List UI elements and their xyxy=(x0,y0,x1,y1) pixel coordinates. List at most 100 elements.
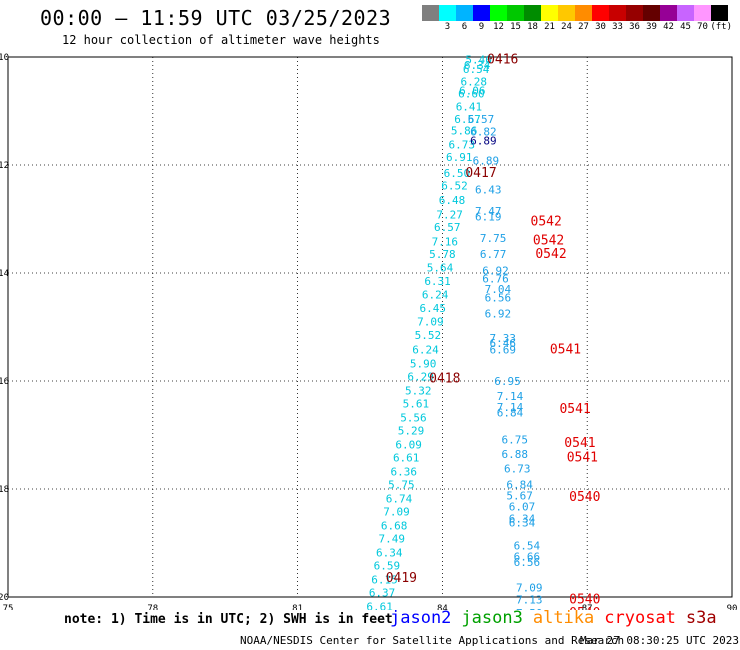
pass-time-label: 0542 xyxy=(535,247,566,262)
pass-time-label: 0541 xyxy=(559,402,590,417)
swh-value-track1: 6.57 xyxy=(434,221,461,234)
chart-subtitle: 12 hour collection of altimeter wave hei… xyxy=(62,33,380,47)
y-tick-label: -14 xyxy=(0,269,9,279)
swh-value-track1: 5.29 xyxy=(398,425,425,438)
swh-value-track1: 6.68 xyxy=(381,520,408,533)
colorbar-swatch xyxy=(609,5,626,21)
swh-value-track1: 6.28 xyxy=(461,75,488,88)
colorbar-swatch xyxy=(592,5,609,21)
swh-value-track1: 6.15 xyxy=(371,574,398,587)
swh-value-track2: 6.43 xyxy=(475,183,502,196)
swh-value-track1: 6.57 xyxy=(454,113,481,126)
colorbar-label: 12 xyxy=(493,22,504,32)
swh-value-track1: 5.75 xyxy=(388,479,415,492)
colorbar-swatch xyxy=(677,5,694,21)
colorbar-swatch xyxy=(422,5,439,21)
pass-time-label: 0416 xyxy=(487,53,518,68)
swh-value-track1: 6.41 xyxy=(456,101,483,114)
x-tick-label: 75 xyxy=(3,604,14,610)
swh-value-track2: 6.07 xyxy=(509,500,536,513)
swh-value-track1: 6.36 xyxy=(391,466,418,479)
swh-value-track1: 6.74 xyxy=(386,493,413,506)
swh-value-track1: 6.06 xyxy=(459,84,486,97)
swh-value-track2: 6.56 xyxy=(485,291,512,304)
x-tick-label: 78 xyxy=(147,604,158,610)
colorbar-label: 33 xyxy=(612,22,623,32)
swh-value-track1: 6.34 xyxy=(376,547,403,560)
swh-value-track1: 6.59 xyxy=(374,560,401,573)
colorbar-label: 39 xyxy=(646,22,657,32)
swh-value-track2: 6.34 xyxy=(509,516,536,529)
swh-value-track1: 5.56 xyxy=(400,412,427,425)
footer-timestamp: Mar 27 08:30:25 UTC 2023 xyxy=(580,634,739,647)
swh-value-track2: 7.33 xyxy=(489,332,516,345)
plot-frame xyxy=(7,56,733,598)
footer-note: note: 1) Time is in UTC; 2) SWH is in fe… xyxy=(64,612,393,627)
colorbar-label: 27 xyxy=(578,22,589,32)
colorbar-swatch xyxy=(711,5,728,21)
colorbar-label: 42 xyxy=(663,22,674,32)
swh-value-track1: 5.46 xyxy=(465,54,492,67)
colorbar-label: 6 xyxy=(461,22,468,32)
swh-value-track2: 6.84 xyxy=(497,406,524,419)
colorbar-swatch xyxy=(541,5,558,21)
pass-time-label: 0542 xyxy=(531,215,562,230)
swh-value-track1: 6.37 xyxy=(369,587,396,600)
swh-value-track1: 6.24 xyxy=(412,344,439,357)
swh-value-track1: 6.52 xyxy=(441,180,468,193)
colorbar-swatch xyxy=(575,5,592,21)
swh-value-track2: 6.89 xyxy=(473,155,500,168)
colorbar-swatch xyxy=(694,5,711,21)
swh-value-track1: 6.61 xyxy=(366,601,393,610)
swh-value-track1: 6.24 xyxy=(422,289,449,302)
x-tick-label: 87 xyxy=(582,604,593,610)
pass-time-label: 0417 xyxy=(465,166,496,181)
colorbar-label: 21 xyxy=(544,22,555,32)
pass-time-label: 0541 xyxy=(550,343,581,358)
pass-time-label: 0542 xyxy=(533,234,564,249)
swh-value-track1: 7.49 xyxy=(378,533,405,546)
legend-jason2: jason2 xyxy=(390,608,452,628)
satellite-legend: jason2 jason3 altika cryosat s3a xyxy=(390,608,727,628)
colorbar-label: 3 xyxy=(444,22,451,32)
colorbar-swatch xyxy=(626,5,643,21)
legend-s3a: s3a xyxy=(685,608,717,628)
swh-value-track2: 6.82 xyxy=(470,126,497,139)
colorbar-label: 15 xyxy=(510,22,521,32)
y-tick-label: -10 xyxy=(0,53,9,63)
swh-value-track2: 6.69 xyxy=(489,344,516,357)
colorbar-label: 45 xyxy=(680,22,691,32)
pass-time-label: 0540 xyxy=(569,593,600,608)
swh-value-track2: 6.73 xyxy=(504,462,531,475)
swh-value-track1: 5.86 xyxy=(451,124,478,137)
colorbar-swatch xyxy=(558,5,575,21)
swh-value-track1: 7.09 xyxy=(417,316,444,329)
wave-height-colorbar xyxy=(422,5,728,21)
swh-value-track1: 7.09 xyxy=(383,506,410,519)
legend-cryosat: cryosat xyxy=(604,608,676,628)
altimeter-plot: 757881848790-10-12-14-16-18-205.466.346.… xyxy=(0,53,738,610)
swh-value-track2: 5.67 xyxy=(506,489,533,502)
colorbar-swatch xyxy=(524,5,541,21)
x-tick-label: 84 xyxy=(437,604,448,610)
colorbar-label: 70 xyxy=(697,22,708,32)
y-tick-label: -18 xyxy=(0,485,9,495)
colorbar-swatch xyxy=(456,5,473,21)
swh-value-track1: 6.91 xyxy=(446,151,473,164)
swh-value-track1: 6.29 xyxy=(407,371,434,384)
pass-time-label: 0540 xyxy=(569,490,600,505)
swh-value-track1: 6.31 xyxy=(424,275,451,288)
swh-value-track2: 6.76 xyxy=(482,272,509,285)
legend-jason3: jason3 xyxy=(461,608,523,628)
swh-value-track2: 7.04 xyxy=(485,283,512,296)
swh-value-track2: 6.95 xyxy=(494,375,521,388)
swh-value-track1: 5.64 xyxy=(427,262,454,275)
swh-value-track1: 6.09 xyxy=(395,439,422,452)
y-tick-label: -16 xyxy=(0,377,9,387)
swh-value-track2: 6.77 xyxy=(480,248,507,261)
x-tick-label: 90 xyxy=(727,604,738,610)
swh-value-track2: 6.75 xyxy=(502,433,529,446)
swh-value-track1: 6.45 xyxy=(419,302,446,315)
swh-value-track2: 6.46 xyxy=(489,337,516,350)
swh-value-track2: 6.84 xyxy=(506,479,533,492)
